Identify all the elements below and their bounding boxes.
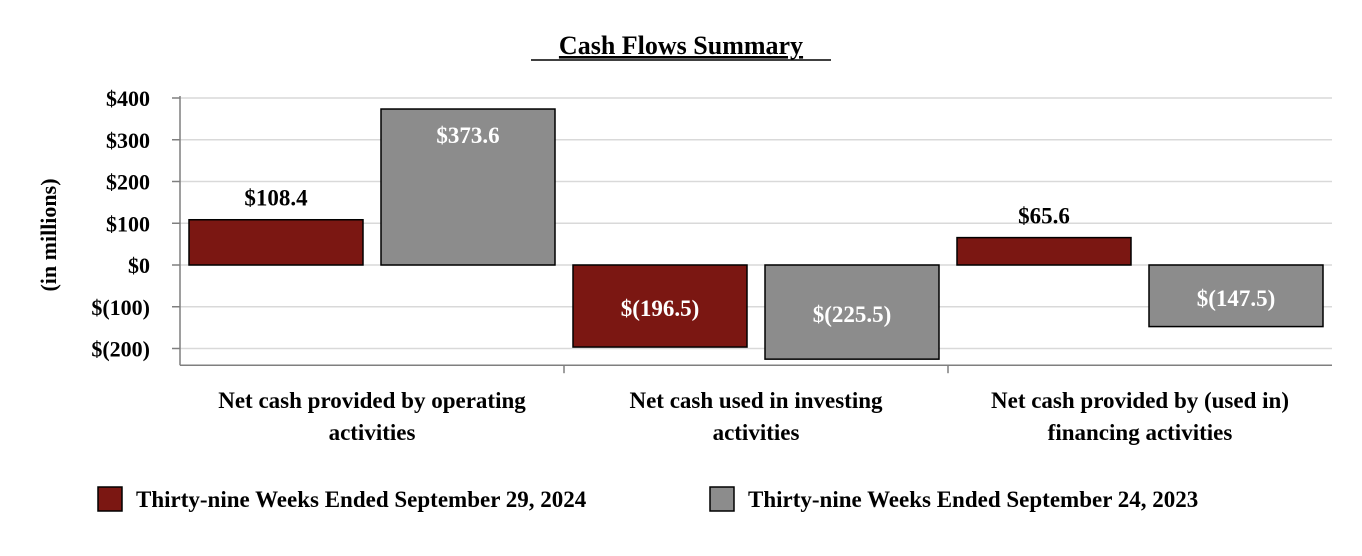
y-tick-label: $100 — [106, 211, 150, 236]
x-tick-labels: Net cash provided by operating activities… — [218, 388, 1289, 445]
x-tick-label-line: Net cash used in investing — [629, 388, 883, 413]
x-tick-label-line: Net cash provided by operating — [218, 388, 526, 413]
x-tick-label: Net cash provided by operating activities — [218, 388, 526, 445]
x-tick-label: Net cash provided by (used in) financing … — [991, 388, 1289, 445]
bar-value-labels: $108.4 $373.6 $(196.5) $(225.5) $65.6 $(147.5… — [244, 123, 1275, 327]
y-tick-label: $400 — [106, 86, 150, 111]
bar — [572, 264, 748, 348]
x-tick-label-line: Net cash provided by (used in) — [991, 388, 1289, 413]
bar-value-label: $373.6 — [436, 123, 499, 148]
legend-swatch — [97, 486, 123, 512]
bar-value-label: $(225.5) — [813, 302, 892, 327]
bar-value-label: $(196.5) — [621, 296, 700, 321]
bar — [380, 108, 556, 266]
gridlines — [180, 97, 1332, 350]
bar-value-label: $(147.5) — [1197, 286, 1276, 311]
bar — [956, 236, 1132, 266]
bar-value-label: $65.6 — [1018, 204, 1070, 229]
legend-label: Thirty-nine Weeks Ended September 29, 20… — [136, 487, 587, 512]
y-tick-label: $(100) — [91, 295, 150, 320]
legend: Thirty-nine Weeks Ended September 29, 20… — [97, 486, 1198, 512]
bar — [764, 264, 940, 360]
x-tick-label: Net cash used in investing activities — [629, 388, 883, 445]
y-tick-label: $200 — [106, 170, 150, 195]
x-tick-label-line: activities — [329, 420, 416, 445]
x-tick-label-line: financing activities — [1048, 420, 1233, 445]
legend-label: Thirty-nine Weeks Ended September 24, 20… — [748, 487, 1198, 512]
y-tick-label: $0 — [128, 253, 150, 278]
y-tick-labels: $400 $300 $200 $100 $0 $(100) $(200) — [91, 86, 150, 362]
chart-title: Cash Flows Summary — [559, 31, 803, 60]
legend-swatch — [709, 486, 735, 512]
y-axis-label: (in millions) — [36, 178, 61, 291]
bar-value-label: $108.4 — [244, 186, 308, 211]
bar — [1148, 264, 1324, 328]
axes — [172, 96, 1332, 374]
x-tick-label-line: activities — [713, 420, 800, 445]
y-tick-label: $300 — [106, 128, 150, 153]
bars — [188, 108, 1324, 360]
bar — [188, 218, 364, 266]
y-tick-label: $(200) — [91, 337, 150, 362]
